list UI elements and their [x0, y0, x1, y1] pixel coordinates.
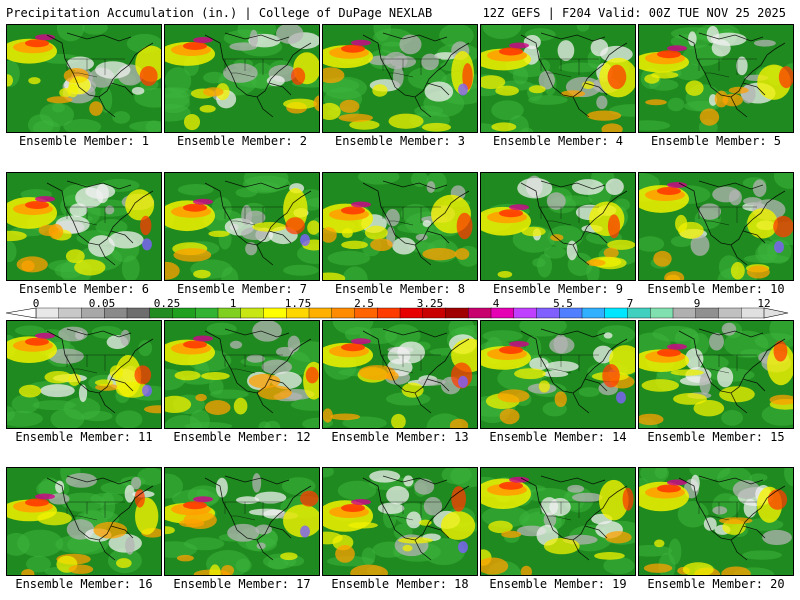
colorbar-swatch — [718, 307, 742, 319]
ensemble-member-label: Ensemble Member: 18 — [331, 577, 469, 591]
ensemble-map-panel — [164, 320, 320, 429]
colorbar-tick-label: 2.5 — [354, 297, 374, 310]
colorbar-swatch — [581, 307, 606, 319]
ensemble-member-label: Ensemble Member: 7 — [176, 282, 308, 296]
colorbar-swatch — [445, 307, 469, 319]
ensemble-map-panel — [322, 467, 478, 576]
colorbar-swatch — [195, 307, 219, 319]
colorbar-swatch — [331, 307, 356, 319]
ensemble-member-label: Ensemble Member: 4 — [492, 134, 624, 148]
colorbar-swatch — [604, 307, 629, 319]
ensemble-member-label: Ensemble Member: 12 — [173, 430, 311, 444]
precip-map — [639, 321, 793, 428]
colorbar-swatch — [58, 307, 83, 319]
colorbar-swatch — [377, 307, 401, 319]
ensemble-map-panel — [480, 24, 636, 133]
precip-map — [323, 25, 477, 132]
colorbar-swatch — [263, 307, 287, 319]
ensemble-map-panel — [480, 172, 636, 281]
ensemble-map-panel — [480, 320, 636, 429]
colorbar-swatch — [468, 307, 492, 319]
colorbar-tick-label: 12 — [757, 297, 771, 310]
ensemble-map-panel — [638, 172, 794, 281]
ensemble-member-label: Ensemble Member: 19 — [489, 577, 627, 591]
colorbar-left-arrow — [5, 307, 37, 319]
precip-map — [481, 173, 635, 280]
ensemble-member-label: Ensemble Member: 9 — [492, 282, 624, 296]
ensemble-member-label: Ensemble Member: 2 — [176, 134, 308, 148]
colorbar-tick-label: 1.75 — [284, 297, 312, 310]
ensemble-member-label: Ensemble Member: 1 — [18, 134, 150, 148]
precip-colorbar — [5, 307, 789, 319]
precip-map — [7, 468, 161, 575]
chart-title: Precipitation Accumulation (in.) | Colle… — [6, 6, 433, 20]
precip-map — [481, 25, 635, 132]
ensemble-member-label: Ensemble Member: 6 — [18, 282, 150, 296]
ensemble-member-label: Ensemble Member: 14 — [489, 430, 627, 444]
ensemble-member-label: Ensemble Member: 11 — [15, 430, 153, 444]
precip-map — [7, 25, 161, 132]
ensemble-member-label: Ensemble Member: 5 — [650, 134, 782, 148]
precip-map — [639, 173, 793, 280]
ensemble-member-label: Ensemble Member: 3 — [334, 134, 466, 148]
ensemble-map-panel — [638, 467, 794, 576]
precip-map — [639, 468, 793, 575]
colorbar-swatch — [126, 307, 151, 319]
colorbar-swatch — [308, 307, 333, 319]
ensemble-map-panel — [164, 467, 320, 576]
precip-map — [7, 321, 161, 428]
precip-map — [323, 173, 477, 280]
ensemble-map-panel — [164, 172, 320, 281]
precip-map — [481, 321, 635, 428]
precip-map — [165, 321, 319, 428]
ensemble-member-label: Ensemble Member: 20 — [647, 577, 785, 591]
colorbar-tick-label: 1 — [229, 297, 237, 310]
colorbar-right-arrow — [763, 307, 789, 319]
precip-map — [639, 25, 793, 132]
colorbar-tick-label: 9 — [693, 297, 701, 310]
ensemble-map-panel — [6, 467, 162, 576]
ensemble-map-panel — [480, 467, 636, 576]
ensemble-map-panel — [6, 320, 162, 429]
colorbar-tick-label: 0.25 — [153, 297, 181, 310]
colorbar-swatch — [513, 307, 538, 319]
colorbar-tick-label: 3.25 — [416, 297, 444, 310]
precip-map — [165, 25, 319, 132]
ensemble-member-label: Ensemble Member: 16 — [15, 577, 153, 591]
colorbar-tick-label: 0.05 — [88, 297, 116, 310]
model-run-info: 12Z GEFS | F204 Valid: 00Z TUE NOV 25 20… — [482, 6, 786, 20]
ensemble-map-panel — [322, 320, 478, 429]
colorbar-tick-label: 7 — [626, 297, 634, 310]
precip-map — [323, 321, 477, 428]
precip-map — [323, 468, 477, 575]
precip-map — [7, 173, 161, 280]
colorbar-tick-label: 4 — [492, 297, 500, 310]
colorbar-swatch — [240, 307, 265, 319]
precip-map — [165, 468, 319, 575]
ensemble-map-panel — [638, 320, 794, 429]
ensemble-member-label: Ensemble Member: 15 — [647, 430, 785, 444]
colorbar-swatch — [35, 307, 60, 319]
ensemble-map-panel — [6, 24, 162, 133]
colorbar-swatch — [650, 307, 674, 319]
ensemble-map-panel — [164, 24, 320, 133]
ensemble-map-panel — [6, 172, 162, 281]
colorbar-tick-label: 0 — [32, 297, 40, 310]
ensemble-map-panel — [322, 24, 478, 133]
ensemble-member-label: Ensemble Member: 13 — [331, 430, 469, 444]
ensemble-member-label: Ensemble Member: 8 — [334, 282, 466, 296]
precip-map — [481, 468, 635, 575]
ensemble-map-panel — [322, 172, 478, 281]
ensemble-member-label: Ensemble Member: 10 — [647, 282, 785, 296]
ensemble-map-panel — [638, 24, 794, 133]
ensemble-member-label: Ensemble Member: 17 — [173, 577, 311, 591]
colorbar-tick-label: 5.5 — [553, 297, 573, 310]
precip-map — [165, 173, 319, 280]
